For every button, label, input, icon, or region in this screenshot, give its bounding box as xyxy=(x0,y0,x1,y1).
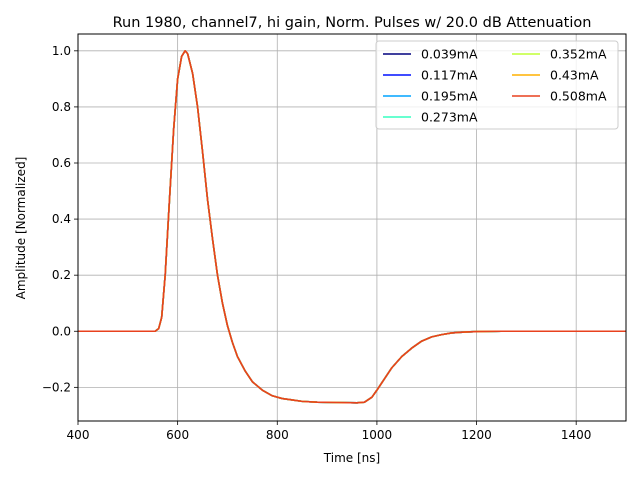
y-axis-label: Amplitude [Normalized] xyxy=(14,157,28,300)
legend: 0.039mA 0.117mA 0.195mA 0.273mA 0.352mA 0.43m… xyxy=(375,40,619,130)
x-tick-label: 600 xyxy=(166,428,189,442)
x-tick-label: 800 xyxy=(266,428,289,442)
y-axis: −0.2 0.0 0.2 0.4 0.6 0.8 1.0 xyxy=(42,44,78,394)
legend-label: 0.273mA xyxy=(421,110,478,125)
y-tick-label: 0.2 xyxy=(52,268,71,282)
y-tick-label: −0.2 xyxy=(42,380,71,394)
x-tick-label: 1000 xyxy=(362,428,393,442)
y-tick-label: 0.4 xyxy=(52,212,71,226)
plot-frame xyxy=(77,33,627,422)
legend-label: 0.508mA xyxy=(550,89,607,104)
grid xyxy=(77,34,626,421)
x-tick-label: 400 xyxy=(67,428,90,442)
y-tick-label: 0.8 xyxy=(52,100,71,114)
y-tick-label: 0.0 xyxy=(52,324,71,338)
legend-label: 0.43mA xyxy=(550,68,599,83)
y-tick-label: 0.6 xyxy=(52,156,71,170)
legend-label: 0.117mA xyxy=(421,68,478,83)
legend-label: 0.039mA xyxy=(421,47,478,62)
chart-title: Run 1980, channel7, hi gain, Norm. Pulse… xyxy=(113,15,592,31)
series-group xyxy=(78,50,626,404)
legend-label: 0.352mA xyxy=(550,47,607,62)
x-tick-label: 1200 xyxy=(461,428,492,442)
legend-box xyxy=(375,40,619,130)
y-tick-label: 1.0 xyxy=(52,44,71,58)
legend-label: 0.195mA xyxy=(421,89,478,104)
series-line xyxy=(78,50,626,404)
x-axis-label: Time [ns] xyxy=(323,451,380,465)
x-axis: 400 600 800 1000 1200 1400 xyxy=(67,421,592,442)
x-tick-label: 1400 xyxy=(561,428,592,442)
